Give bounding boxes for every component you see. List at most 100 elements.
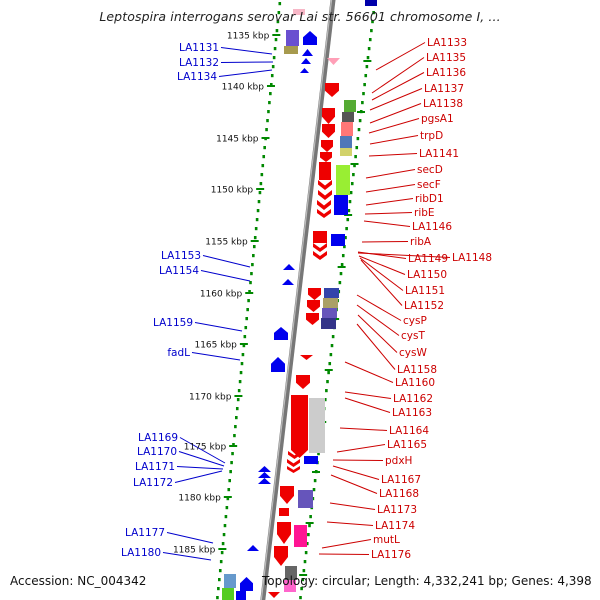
feature-box xyxy=(336,165,350,195)
right-track-dot xyxy=(358,119,362,123)
right-gene-label-leader xyxy=(357,314,398,353)
left-track-dot xyxy=(235,407,239,411)
feature-box xyxy=(298,490,313,508)
reverse-gene-arrow xyxy=(258,472,271,478)
label-leaders-layer xyxy=(162,42,451,561)
forward-gene-chevron xyxy=(317,200,331,210)
right-gene-label: secF xyxy=(417,179,441,191)
feature-box xyxy=(344,100,356,112)
right-gene-label: LA1163 xyxy=(392,407,432,419)
right-gene-label-leader xyxy=(330,474,378,494)
kbp-tick-label: 1160 kbp xyxy=(200,290,243,300)
left-gene-label: fadL xyxy=(167,347,190,359)
right-track-dot xyxy=(302,569,306,573)
right-track-dot xyxy=(339,272,343,276)
right-track-dot xyxy=(357,128,361,132)
left-track-dot xyxy=(216,596,219,600)
left-track-dot xyxy=(274,38,278,42)
right-track-dot xyxy=(346,218,350,222)
left-track-dot xyxy=(234,425,237,429)
right-gene-label: mutL xyxy=(373,534,400,546)
feature-box xyxy=(286,30,299,46)
reverse-gene-arrow xyxy=(258,466,271,472)
right-gene-label: ribA xyxy=(410,236,432,248)
reverse-gene-arrow xyxy=(274,327,288,340)
right-gene-label-leader xyxy=(344,397,391,413)
right-gene-label-leader xyxy=(344,361,394,383)
right-gene-label-leader xyxy=(332,459,384,461)
right-gene-label-leader xyxy=(318,553,370,555)
forward-gene-arrow xyxy=(308,288,321,300)
reverse-gene-arrow xyxy=(302,49,313,56)
right-gene-label: LA1158 xyxy=(397,364,437,376)
backbone-line xyxy=(260,0,336,600)
right-gene-label: cysT xyxy=(401,330,425,342)
left-track-dot xyxy=(271,65,275,69)
right-gene-label: LA1151 xyxy=(405,285,445,297)
feature-box xyxy=(324,288,339,298)
right-track-dot xyxy=(304,551,308,555)
right-gene-label: LA1150 xyxy=(407,269,447,281)
left-track-dot xyxy=(269,83,273,87)
reverse-gene-arrow xyxy=(301,58,311,64)
kbp-tick-label: 1180 kbp xyxy=(178,494,221,504)
feature-box xyxy=(323,298,338,308)
left-gene-label-leader xyxy=(191,352,241,361)
left-track-dot xyxy=(219,560,223,564)
right-gene-label: LA1174 xyxy=(375,520,415,532)
left-track-dot xyxy=(230,461,233,465)
left-track-dot xyxy=(260,173,264,177)
left-gene-label-leader xyxy=(178,451,225,467)
right-track-dot xyxy=(355,146,359,150)
right-track-dot xyxy=(349,191,353,195)
left-track-dot xyxy=(252,245,256,249)
right-gene-label: LA1167 xyxy=(381,474,421,486)
left-track-dot xyxy=(245,317,249,321)
left-track-dot xyxy=(239,371,243,375)
left-track-dot xyxy=(221,542,225,546)
forward-gene-chevron xyxy=(313,251,327,260)
right-track-dot xyxy=(371,20,374,24)
left-track-dot xyxy=(223,524,227,528)
forward-gene-arrow xyxy=(327,58,340,65)
accession-value: NC_004342 xyxy=(77,574,147,588)
right-track-dot xyxy=(305,542,309,546)
left-gene-label: LA1159 xyxy=(153,317,193,329)
forward-gene-arrow xyxy=(307,300,320,312)
right-gene-label: LA1173 xyxy=(377,504,417,516)
right-gene-label-leader xyxy=(368,118,420,134)
forward-gene-arrow xyxy=(280,486,294,504)
feature-box xyxy=(341,122,353,136)
right-track-dot xyxy=(328,362,332,366)
backbone-layer xyxy=(260,0,336,600)
right-track-dot xyxy=(326,380,329,384)
right-track-dot xyxy=(300,587,303,591)
kbp-tick-label: 1150 kbp xyxy=(211,186,254,196)
right-track-dot xyxy=(313,479,317,483)
feature-box xyxy=(294,525,307,547)
left-gene-label-leader xyxy=(194,322,243,332)
right-gene-label-leader xyxy=(329,502,376,510)
forward-gene-arrow xyxy=(306,313,319,325)
left-track-dot xyxy=(251,263,254,267)
left-gene-label-leader xyxy=(218,69,273,77)
left-track-dot xyxy=(276,20,280,24)
left-track-dot xyxy=(243,335,247,339)
feature-box xyxy=(236,591,246,600)
reverse-gene-arrow xyxy=(300,68,309,73)
genes-label: Genes: xyxy=(511,574,554,588)
right-track-dot xyxy=(343,245,346,249)
right-gene-label-leader xyxy=(321,539,372,549)
right-gene-label: LA1133 xyxy=(427,37,467,49)
reverse-gene-arrow xyxy=(258,478,271,484)
right-gene-label-leader xyxy=(356,304,400,336)
forward-gene-arrow xyxy=(321,140,333,152)
left-gene-label-leader xyxy=(200,270,251,282)
right-gene-label: LA1152 xyxy=(404,300,444,312)
right-gene-label: ribD1 xyxy=(415,193,444,205)
left-track-dot xyxy=(241,353,245,357)
right-gene-label-leader xyxy=(356,294,402,321)
topology-value: circular xyxy=(321,574,367,588)
right-gene-label: LA1162 xyxy=(393,393,433,405)
right-track-dot xyxy=(307,533,310,537)
